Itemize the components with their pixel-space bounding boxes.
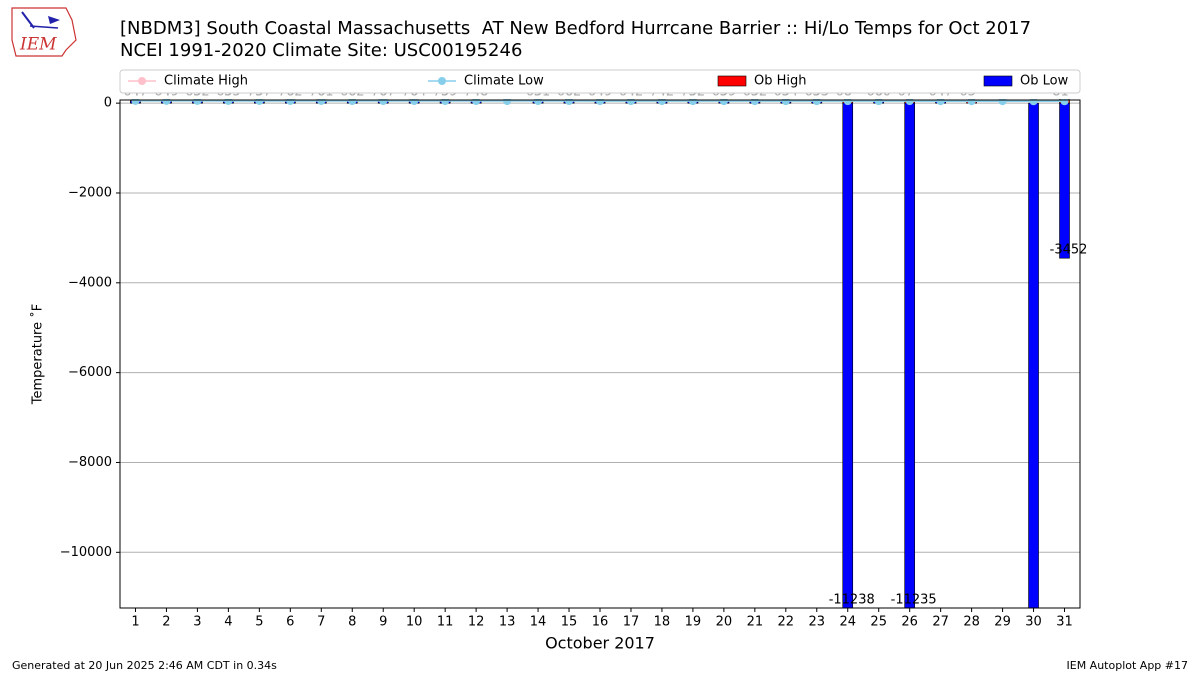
x-tick-label: 7	[317, 615, 325, 630]
bar	[905, 103, 915, 608]
x-tick-label: 24	[839, 615, 856, 630]
x-tick-label: 28	[963, 615, 980, 630]
x-tick-label: 31	[1056, 615, 1073, 630]
y-tick-label: −6000	[68, 365, 112, 380]
x-tick-label: 19	[685, 615, 702, 630]
x-tick-label: 16	[592, 615, 609, 630]
x-tick-label: 21	[747, 615, 764, 630]
point	[1030, 97, 1038, 105]
footer-right: IEM Autoplot App #17	[1067, 659, 1189, 672]
plot-area	[120, 96, 1080, 610]
data-label: -11238	[829, 592, 875, 607]
x-tick-label: 27	[932, 615, 949, 630]
x-tick-label: 11	[437, 615, 454, 630]
x-tick-label: 26	[901, 615, 918, 630]
footer-left: Generated at 20 Jun 2025 2:46 AM CDT in …	[12, 659, 277, 672]
bar	[1029, 103, 1039, 611]
x-tick-label: 29	[994, 615, 1011, 630]
y-tick-label: −2000	[68, 185, 112, 200]
point	[999, 97, 1007, 105]
x-tick-label: 8	[348, 615, 356, 630]
legend-swatch	[984, 76, 1012, 86]
x-axis-label: October 2017	[545, 634, 655, 653]
x-tick-label: 25	[870, 615, 887, 630]
logo-text: IEM	[19, 35, 57, 55]
x-tick-label: 13	[499, 615, 516, 630]
x-tick-label: 17	[623, 615, 640, 630]
legend-label: Ob Low	[1020, 74, 1069, 89]
x-tick-label: 10	[406, 615, 423, 630]
chart-title: [NBDM3] South Coastal Massachusetts AT N…	[120, 18, 1031, 39]
data-label: -3452	[1050, 243, 1088, 258]
x-tick-label: 12	[468, 615, 485, 630]
x-tick-label: 6	[286, 615, 294, 630]
x-tick-label: 4	[224, 615, 232, 630]
legend-box	[120, 70, 1080, 93]
point	[503, 97, 511, 105]
x-tick-label: 1	[131, 615, 139, 630]
y-tick-label: −10000	[60, 545, 112, 560]
plot-frame	[120, 100, 1080, 608]
x-tick-label: 15	[561, 615, 578, 630]
x-tick-label: 18	[654, 615, 671, 630]
legend-marker	[438, 77, 446, 85]
legend-swatch	[718, 76, 746, 86]
x-tick-label: 20	[716, 615, 733, 630]
x-tick-label: 5	[255, 615, 263, 630]
legend-label: Climate High	[164, 74, 248, 89]
x-tick-label: 9	[379, 615, 387, 630]
x-tick-label: 22	[778, 615, 795, 630]
chart-subtitle: NCEI 1991-2020 Climate Site: USC00195246	[120, 40, 522, 61]
data-label: -11235	[891, 592, 937, 607]
y-axis-label: Temperature ˚F	[30, 304, 46, 405]
y-tick-label: 0	[104, 96, 112, 111]
y-tick-label: −4000	[68, 275, 112, 290]
y-tick-label: −8000	[68, 455, 112, 470]
bar	[843, 103, 853, 608]
legend-marker	[138, 77, 146, 85]
logo: IEM	[12, 8, 76, 56]
legend-label: Ob High	[754, 74, 807, 89]
x-tick-label: 3	[193, 615, 201, 630]
x-tick-label: 23	[809, 615, 826, 630]
legend-label: Climate Low	[464, 74, 544, 89]
x-tick-label: 14	[530, 615, 547, 630]
x-tick-label: 2	[162, 615, 170, 630]
x-tick-label: 30	[1025, 615, 1042, 630]
bar	[1060, 103, 1070, 258]
